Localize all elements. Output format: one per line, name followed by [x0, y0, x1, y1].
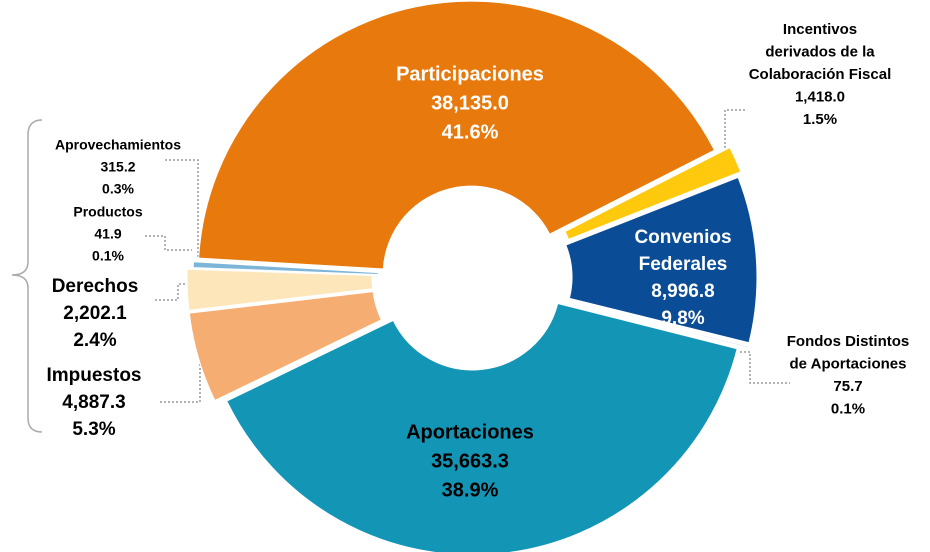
leader-line: [145, 235, 192, 251]
percent-label: 0.1%: [831, 400, 865, 417]
category-label: de Aportaciones: [790, 355, 907, 372]
value-label: 75.7: [833, 378, 862, 395]
percent-label: 5.3%: [72, 419, 115, 440]
donut-segment: [568, 301, 750, 349]
donut-segment: [192, 261, 379, 275]
category-label: Productos: [73, 204, 142, 220]
category-label: Impuestos: [46, 365, 141, 386]
value-label: 38,135.0: [431, 92, 509, 114]
donut-segment: [188, 291, 382, 402]
category-label: Aprovechamientos: [55, 137, 181, 153]
percent-label: 38.9%: [442, 479, 499, 501]
category-label: Incentivos: [783, 21, 857, 38]
leader-line: [740, 351, 790, 384]
percent-label: 0.3%: [102, 181, 134, 197]
leader-line: [160, 354, 215, 403]
bracket: [11, 119, 43, 433]
value-label: 41.9: [94, 226, 121, 242]
donut-segment: [565, 176, 758, 344]
value-label: 35,663.3: [431, 450, 509, 472]
leader-line: [165, 159, 199, 258]
percent-label: 1.5%: [803, 111, 837, 128]
donut-segment: [198, 0, 716, 270]
category-label: Aportaciones: [406, 421, 534, 443]
category-label: Federales: [639, 254, 728, 275]
value-label: 1,418.0: [795, 88, 845, 105]
donut-segment: [226, 302, 738, 552]
value-label: 2,202.1: [63, 303, 127, 324]
category-label: Fondos Distintos: [787, 333, 910, 350]
category-label: Colaboración Fiscal: [749, 66, 892, 83]
donut-segment: [564, 146, 742, 240]
percent-label: 2.4%: [73, 330, 116, 351]
percent-label: 41.6%: [442, 121, 499, 143]
category-label: Derechos: [52, 276, 139, 297]
category-label: Participaciones: [396, 63, 544, 85]
value-label: 4,887.3: [62, 392, 125, 413]
donut-segment: [186, 268, 374, 311]
percent-label: 9.8%: [661, 308, 704, 329]
value-label: 315.2: [100, 159, 135, 175]
category-label: Convenios: [634, 227, 731, 248]
percent-label: 0.1%: [92, 248, 124, 264]
value-label: 8,996.8: [651, 281, 714, 302]
category-label: derivados de la: [765, 43, 875, 60]
